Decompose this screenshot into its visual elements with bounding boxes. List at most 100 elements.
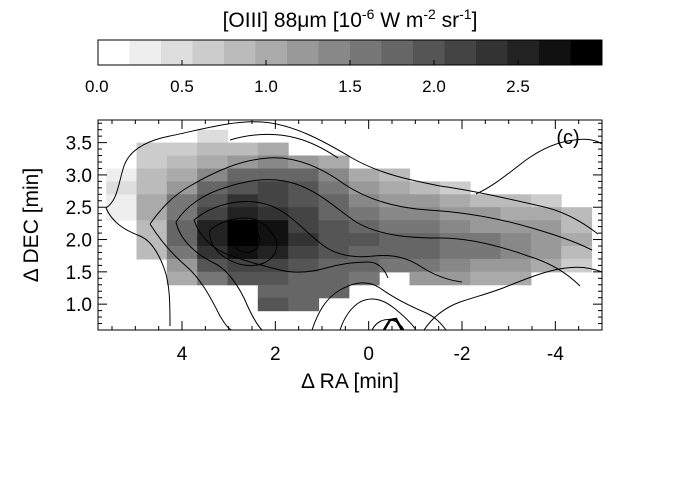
- colorbar-title-exp1: -6: [362, 6, 375, 22]
- heatmap-cell: [530, 194, 562, 208]
- x-tick-label: 4: [177, 344, 188, 365]
- heatmap-cell: [288, 194, 320, 208]
- heatmap-cell: [500, 233, 532, 247]
- heatmap-cell: [288, 168, 320, 182]
- heatmap-cell: [530, 246, 562, 260]
- heatmap-cell: [409, 246, 441, 260]
- colorbar-tick-label: 1.5: [338, 77, 362, 96]
- colorbar-swatch: [287, 40, 319, 65]
- contour-15: [475, 138, 603, 195]
- colorbar-swatch: [318, 40, 351, 65]
- heatmap-cell: [561, 207, 593, 221]
- heatmap-cell: [318, 246, 350, 260]
- heatmap-cell: [470, 271, 502, 286]
- colorbar-title-end: ]: [472, 9, 478, 32]
- colorbar-swatch: [255, 40, 288, 65]
- heatmap-cell: [136, 142, 168, 157]
- heatmap-cell: [227, 271, 259, 286]
- heatmap-cell: [166, 155, 198, 169]
- heatmap-cell: [166, 246, 198, 260]
- x-axis-label: Δ RA [min]: [301, 370, 399, 393]
- panel-label: (c): [556, 127, 579, 149]
- heatmap-cell: [379, 220, 411, 234]
- y-tick-label: 3.0: [66, 166, 92, 187]
- heatmap-cell: [136, 233, 168, 247]
- heatmap-cell: [257, 207, 289, 221]
- heatmap-cell: [257, 271, 289, 286]
- heatmap-cell: [561, 220, 593, 234]
- heatmap-cell: [348, 168, 380, 182]
- axis-ticks: [98, 120, 603, 330]
- heatmap-cell: [409, 207, 441, 221]
- heatmap-cell: [197, 207, 229, 221]
- colorbar-swatch: [570, 40, 603, 65]
- heatmap-cell: [348, 246, 380, 260]
- heatmap-cell: [318, 284, 350, 299]
- contour-14: [382, 317, 404, 331]
- contour-9: [209, 217, 278, 266]
- heatmap-cell: [318, 194, 350, 208]
- x-tick-label: -2: [454, 344, 471, 365]
- heatmap-cell: [348, 220, 380, 234]
- heatmap-cell: [136, 181, 168, 195]
- heatmap-cell: [530, 233, 562, 247]
- heatmap-cell: [348, 181, 380, 195]
- heatmap-cell: [409, 220, 441, 234]
- heatmap-cell: [197, 194, 229, 208]
- heatmap-cell: [288, 246, 320, 260]
- heatmap-cell: [166, 271, 198, 286]
- heatmap-cell: [470, 233, 502, 247]
- colorbar-swatch: [224, 40, 256, 65]
- heatmap-cell: [318, 207, 350, 221]
- contour-8: [193, 219, 389, 279]
- contour-17: [423, 266, 603, 331]
- y-tick-label: 1.0: [66, 295, 92, 316]
- heatmap-cell: [500, 246, 532, 260]
- colorbar-title-unit: m [10: [309, 9, 362, 32]
- heatmap-cell: [136, 207, 168, 221]
- heatmap-cell: [530, 207, 562, 221]
- contour-10: [230, 227, 261, 253]
- heatmap-cell: [439, 194, 471, 208]
- heatmap-cell: [500, 220, 532, 234]
- heatmap-cell: [379, 246, 411, 260]
- contour-7: [193, 201, 463, 283]
- contour-5: [175, 179, 581, 287]
- x-tick-label: 2: [270, 344, 281, 365]
- heatmap-cell: [318, 233, 350, 247]
- colorbar-swatch: [381, 40, 414, 65]
- heatmap-cell: [288, 220, 320, 234]
- heatmap-cell: [197, 181, 229, 195]
- heatmap-cell: [288, 271, 320, 286]
- heatmap-cell: [288, 207, 320, 221]
- colorbar-swatch: [539, 40, 571, 65]
- heatmap-cell: [348, 258, 380, 273]
- contour-1: [105, 121, 599, 235]
- contour-16: [229, 133, 339, 159]
- axis-tick-labels: 4 2 0 -2 -4 1.0 1.5 2.0 2.5 3.0 3.5: [66, 134, 565, 365]
- x-tick-label: -4: [547, 344, 564, 365]
- colorbar-title: [OIII] 88μm [10-6 W m-2 sr-1]: [223, 6, 478, 32]
- heatmap-cell: [318, 220, 350, 234]
- heatmap-cell: [257, 181, 289, 195]
- heatmap-cell: [348, 233, 380, 247]
- heatmap-cell: [379, 258, 411, 273]
- heatmap-cell: [197, 271, 229, 286]
- colorbar-tick-label: 1.0: [254, 77, 278, 96]
- plot-area: [97, 119, 603, 331]
- heatmap-cell: [197, 258, 229, 273]
- colorbar-swatch: [350, 40, 382, 65]
- contour-11: [311, 282, 447, 331]
- heatmap-cell: [257, 246, 289, 260]
- heatmap-cells: [106, 129, 593, 312]
- heatmap-cell: [227, 194, 259, 208]
- y-axis-label: Δ DEC [min]: [20, 168, 43, 282]
- x-axis-label-text: RA [min]: [314, 370, 399, 393]
- heatmap-cell: [470, 207, 502, 221]
- colorbar-title-mu: μ: [297, 9, 309, 32]
- heatmap-cell: [197, 246, 229, 260]
- colorbar-title-mid: W m: [374, 9, 423, 32]
- colorbar-swatch: [507, 40, 540, 65]
- heatmap-cell: [197, 142, 229, 157]
